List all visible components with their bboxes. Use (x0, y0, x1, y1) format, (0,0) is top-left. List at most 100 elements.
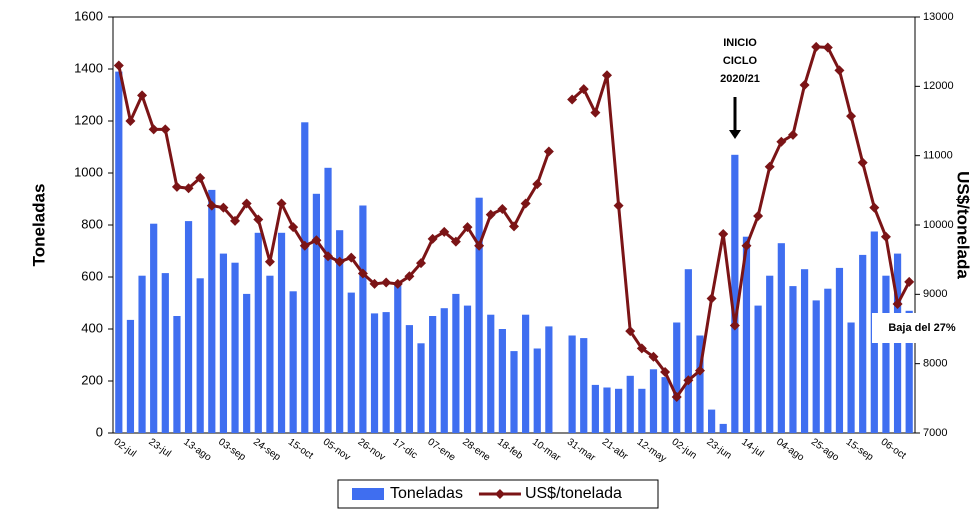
bar (277, 232, 286, 433)
marker (648, 351, 659, 362)
bar (661, 377, 669, 433)
marker (892, 299, 903, 310)
bar (498, 329, 506, 433)
bar (336, 230, 344, 433)
bar (161, 273, 169, 433)
marker (578, 84, 589, 95)
legend-swatch (352, 488, 384, 500)
x-tick-label: 24-sep (251, 437, 283, 464)
bar (324, 167, 332, 434)
y-tick-label: 400 (81, 320, 103, 335)
bar (800, 269, 809, 433)
bar (219, 253, 228, 433)
x-tick-label: 12-may (635, 437, 669, 465)
marker (764, 161, 775, 172)
x-tick-label: 23-jul (146, 437, 172, 460)
marker (288, 222, 299, 233)
annotation: CICLO (723, 55, 758, 67)
x-tick-label: 23-jun (704, 437, 733, 462)
bar (905, 310, 913, 433)
plot (113, 41, 915, 434)
bar (347, 292, 355, 433)
marker (520, 198, 531, 209)
marker (660, 366, 671, 377)
marker (427, 233, 438, 244)
marker (497, 204, 508, 215)
y2-tick-label: 11000 (923, 150, 953, 162)
annotation: Baja del 27% (888, 322, 955, 334)
marker (776, 136, 787, 147)
y-tick-label: 200 (81, 372, 103, 387)
bar (150, 223, 158, 433)
marker (230, 215, 241, 226)
x-tick-label: 06-oct (879, 437, 908, 462)
marker (206, 200, 217, 211)
marker (543, 146, 554, 157)
y2-tick-label: 8000 (923, 358, 947, 370)
bar (649, 369, 658, 433)
bar (719, 423, 727, 433)
marker (311, 235, 322, 246)
x-tick-label: 02-jul (112, 437, 138, 460)
marker (857, 157, 868, 168)
bar (812, 300, 820, 433)
marker (241, 198, 252, 209)
x-tick-label: 18-feb (495, 437, 525, 463)
marker (590, 107, 601, 118)
y-tick-label: 600 (81, 268, 103, 283)
y2-axis-title: US$/tonelada (954, 171, 973, 279)
bar (847, 322, 855, 433)
marker (834, 65, 845, 76)
bar (312, 193, 321, 433)
marker (148, 124, 159, 135)
y-tick-label: 0 (96, 424, 103, 439)
bar (394, 283, 402, 433)
bar (673, 322, 681, 433)
marker (392, 278, 403, 289)
x-tick-label: 07-ene (425, 437, 457, 464)
x-tick-label: 25-ago (809, 437, 841, 464)
bar (545, 326, 553, 433)
x-tick-label: 15-sep (844, 437, 876, 464)
y-tick-label: 1600 (74, 8, 103, 23)
marker (753, 210, 764, 221)
annotation: 2020/21 (720, 73, 760, 85)
x-tick-label: 10-mar (530, 437, 563, 465)
bar (184, 221, 193, 433)
marker (137, 90, 148, 101)
bar (835, 267, 844, 433)
bar (254, 232, 262, 433)
marker (787, 129, 798, 140)
bar (882, 275, 890, 433)
marker (532, 179, 543, 190)
bar (707, 409, 716, 433)
bar (452, 293, 460, 433)
marker (474, 240, 485, 251)
bar (615, 388, 623, 433)
marker (357, 268, 368, 279)
marker (811, 41, 822, 52)
bar (266, 275, 274, 433)
bar (405, 325, 413, 433)
marker (706, 293, 717, 304)
legend-swatch (494, 489, 505, 499)
marker (218, 202, 229, 213)
bar (196, 278, 204, 433)
marker (276, 198, 287, 209)
marker (613, 200, 624, 211)
bar (859, 254, 867, 433)
x-tick-label: 31-mar (565, 437, 598, 465)
y-tick-label: 1400 (74, 60, 103, 75)
marker (694, 365, 705, 376)
bar (359, 205, 367, 433)
marker (567, 94, 578, 105)
x-tick-label: 15-oct (286, 437, 315, 462)
x-tick-label: 05-nov (321, 437, 352, 464)
marker (346, 252, 357, 263)
x-tick-label: 03-sep (216, 437, 248, 464)
marker (253, 214, 264, 225)
x-tick-label: 26-nov (356, 437, 387, 464)
marker (113, 60, 124, 71)
bar (742, 236, 751, 433)
